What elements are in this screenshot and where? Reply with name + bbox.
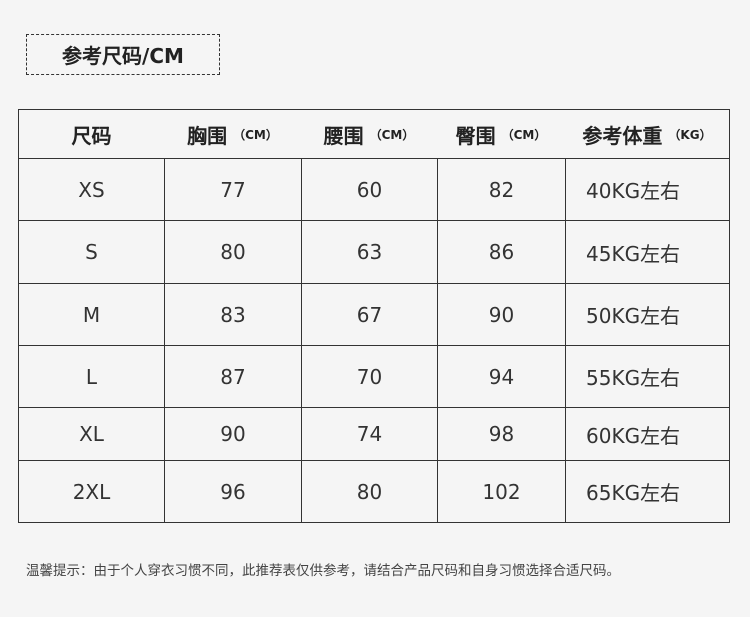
table-cell: 63 <box>301 221 437 283</box>
header-label: 尺码 <box>71 124 112 148</box>
table-cell: 94 <box>437 346 565 407</box>
table-cell: 96 <box>164 461 301 522</box>
table-cell: 82 <box>437 159 565 220</box>
header-unit: （CM） <box>233 128 278 142</box>
header-waist: 腰围 （CM） <box>301 110 437 159</box>
header-size: 尺码 <box>19 110 164 159</box>
table-header-row: 尺码 胸围 （CM） 腰围 （CM） 臀围 （CM） 参考体重 （KG） <box>19 110 729 159</box>
header-unit: （KG） <box>668 128 712 142</box>
table-cell: XS <box>78 177 105 202</box>
table-row: 2XL 96 80 102 65KG左右 <box>19 460 729 522</box>
table-cell: 65KG左右 <box>565 461 729 522</box>
table-cell: 2XL <box>72 479 111 504</box>
table-row: XS 77 60 82 40KG左右 <box>19 158 729 220</box>
table-row: L 87 70 94 55KG左右 <box>19 345 729 407</box>
table-cell: 50KG左右 <box>565 284 729 345</box>
table-cell: 60 <box>301 159 437 220</box>
table-cell: 40KG左右 <box>565 159 729 220</box>
table-cell: 87 <box>164 346 301 407</box>
table-cell: 80 <box>301 461 437 522</box>
table-cell: XL <box>79 422 104 446</box>
table-cell: 77 <box>164 159 301 220</box>
table-cell: 90 <box>437 284 565 345</box>
table-cell: 80 <box>164 221 301 283</box>
header-label: 臀围 <box>455 124 496 148</box>
header-unit: （CM） <box>501 128 547 142</box>
table-row: XL 90 74 98 60KG左右 <box>19 407 729 460</box>
header-unit: （CM） <box>369 128 415 142</box>
header-weight: 参考体重 （KG） <box>565 110 729 159</box>
size-note: 温馨提示：由于个人穿衣习惯不同，此推荐表仅供参考，请结合产品尺码和自身习惯选择合… <box>26 563 620 579</box>
table-cell: S <box>85 240 98 264</box>
size-chart-title: 参考尺码/CM <box>26 34 220 75</box>
table-cell: 74 <box>301 408 437 460</box>
table-row: S 80 63 86 45KG左右 <box>19 220 729 283</box>
table-cell: 67 <box>301 284 437 345</box>
table-cell: 45KG左右 <box>565 221 729 283</box>
title-text: 参考尺码/CM <box>62 44 184 68</box>
table-cell: 70 <box>301 346 437 407</box>
table-cell: 55KG左右 <box>565 346 729 407</box>
table-cell: 98 <box>437 408 565 460</box>
table-cell: 102 <box>437 461 565 522</box>
table-cell: 83 <box>164 284 301 345</box>
table-cell: 60KG左右 <box>565 408 729 460</box>
table-cell: M <box>82 302 101 327</box>
header-chest: 胸围 （CM） <box>164 110 301 159</box>
header-hip: 臀围 （CM） <box>437 110 565 159</box>
header-label: 胸围 <box>187 124 228 148</box>
table-cell: L <box>85 364 98 389</box>
size-table: 尺码 胸围 （CM） 腰围 （CM） 臀围 （CM） 参考体重 （KG） XS 77 60 8… <box>18 109 730 523</box>
table-cell: 86 <box>437 221 565 283</box>
header-label: 参考体重 <box>582 124 663 148</box>
table-cell: 90 <box>164 408 301 460</box>
table-row: M 83 67 90 50KG左右 <box>19 283 729 345</box>
header-label: 腰围 <box>323 124 364 148</box>
